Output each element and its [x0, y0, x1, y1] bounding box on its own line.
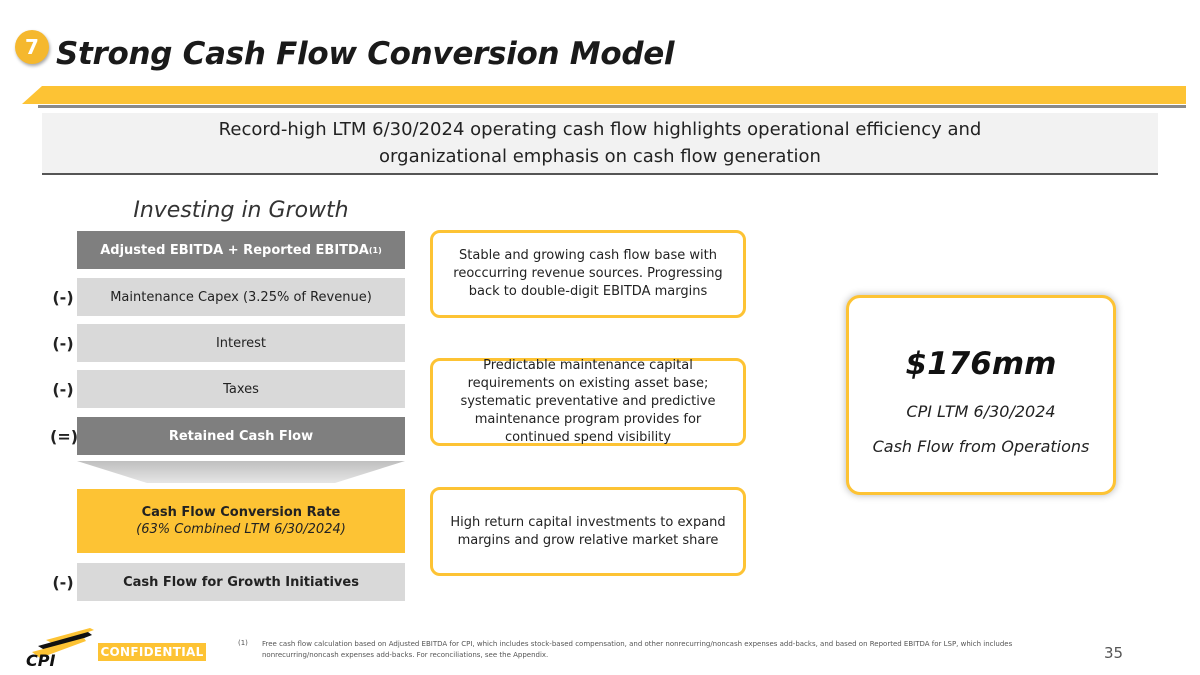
retained-cash-flow-row: Retained Cash Flow — [77, 417, 405, 455]
header-accent-band — [22, 86, 1186, 108]
callout-maintenance-capital: Predictable maintenance capital requirem… — [430, 358, 746, 446]
subtract-operator: (-) — [52, 288, 74, 307]
funnel-arrow — [77, 461, 405, 483]
cash-flow-conversion-rate-box: Cash Flow Conversion Rate (63% Combined … — [77, 489, 405, 553]
operating-cash-flow-stat: $176mm CPI LTM 6/30/2024 Cash Flow from … — [846, 295, 1116, 495]
section-number-badge: 7 — [15, 30, 49, 64]
page-title: Strong Cash Flow Conversion Model — [56, 36, 675, 72]
subtract-operator: (-) — [52, 573, 74, 592]
stat-value: $176mm — [905, 346, 1057, 382]
cpi-logo: CPI — [26, 628, 94, 668]
growth-initiatives-row: Cash Flow for Growth Initiatives — [77, 563, 405, 601]
footnote-number: (1) — [238, 639, 248, 647]
callout-cash-flow-base: Stable and growing cash flow base with r… — [430, 230, 746, 318]
banner-line-2: organizational emphasis on cash flow gen… — [379, 146, 821, 167]
subtract-operator: (-) — [52, 380, 74, 399]
logo-wordmark: CPI — [26, 651, 55, 668]
callout-text: High return capital investments to expan… — [450, 514, 726, 548]
page-number: 35 — [1104, 644, 1124, 662]
footnote-marker: (1) — [368, 245, 382, 255]
interest-label: Interest — [215, 335, 267, 351]
taxes-row: Taxes — [77, 370, 405, 408]
callout-growth-investments: High return capital investments to expan… — [430, 487, 746, 576]
callout-text: Predictable maintenance capital requirem… — [460, 358, 716, 445]
taxes-label: Taxes — [223, 381, 259, 397]
maintenance-capex-row: Maintenance Capex (3.25% of Revenue) — [77, 278, 405, 316]
growth-initiatives-label: Cash Flow for Growth Initiatives — [123, 574, 359, 590]
footnote-text: Free cash flow calculation based on Adju… — [262, 640, 1013, 659]
headline-banner: Record-high LTM 6/30/2024 operating cash… — [42, 113, 1158, 175]
adjusted-ebitda-label: Adjusted EBITDA + Reported EBITDA — [100, 242, 369, 258]
subtract-operator: (-) — [52, 334, 74, 353]
conversion-rate-label: Cash Flow Conversion Rate — [141, 505, 341, 520]
stat-description: Cash Flow from Operations — [872, 437, 1090, 456]
banner-line-1: Record-high LTM 6/30/2024 operating cash… — [218, 119, 982, 140]
conversion-rate-value: (63% Combined LTM 6/30/2024) — [136, 522, 346, 537]
equals-operator: (=) — [50, 427, 79, 446]
adjusted-ebitda-row: Adjusted EBITDA + Reported EBITDA (1) — [77, 231, 405, 269]
stat-period: CPI LTM 6/30/2024 — [906, 402, 1056, 421]
interest-row: Interest — [77, 324, 405, 362]
maintenance-capex-label: Maintenance Capex (3.25% of Revenue) — [110, 289, 372, 305]
callout-text: Stable and growing cash flow base with r… — [453, 248, 723, 299]
section-heading: Investing in Growth — [133, 198, 349, 223]
confidential-label: CONFIDENTIAL — [98, 643, 206, 661]
retained-cash-flow-label: Retained Cash Flow — [168, 428, 314, 444]
